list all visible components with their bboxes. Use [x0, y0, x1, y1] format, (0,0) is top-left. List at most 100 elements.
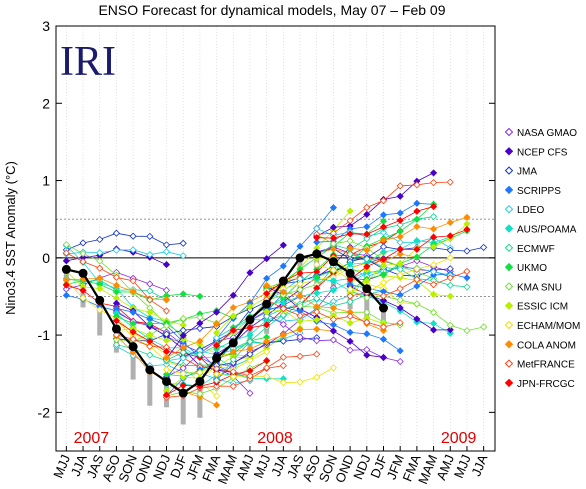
- model-forecast-point: [396, 271, 404, 279]
- model-forecast-point: [446, 292, 454, 300]
- model-forecast-point: [146, 251, 154, 259]
- model-forecast-point: [346, 328, 354, 336]
- chart-grid: [66, 26, 484, 451]
- plot-frame: [55, 25, 496, 452]
- model-forecast-point: [112, 317, 120, 325]
- model-forecast-point: [363, 255, 371, 263]
- model-forecast-point: [446, 218, 454, 227]
- legend-label: UKMO: [517, 263, 547, 274]
- model-forecast-line: [350, 216, 468, 251]
- model-forecast-point: [96, 257, 104, 265]
- model-forecast-point: [313, 294, 321, 303]
- model-forecast-point: [346, 319, 354, 327]
- year-label: 2009: [441, 430, 477, 447]
- model-forecast-line: [266, 286, 384, 358]
- observed-point: [195, 376, 205, 386]
- model-forecast-point: [263, 357, 271, 365]
- model-forecast-point: [246, 303, 254, 311]
- model-forecast-point: [179, 239, 187, 247]
- model-forecast-point: [446, 274, 454, 282]
- model-forecast-point: [313, 373, 321, 381]
- model-forecast-point: [430, 261, 438, 269]
- model-forecast-point: [229, 291, 237, 299]
- model-forecast-point: [196, 319, 204, 327]
- model-forecast-point: [413, 181, 421, 189]
- y-tick-label: 1: [42, 173, 50, 189]
- legend-marker: [504, 340, 514, 349]
- model-forecast-point: [413, 237, 421, 245]
- model-forecast-point: [329, 304, 337, 312]
- observed-point: [78, 268, 88, 278]
- model-forecast-point: [179, 348, 187, 356]
- model-forecast-line: [166, 244, 284, 360]
- model-forecast-point: [146, 308, 154, 316]
- model-forecast-point: [79, 250, 87, 258]
- model-forecast-point: [62, 249, 70, 257]
- model-forecast-point: [146, 337, 154, 345]
- model-forecast-point: [162, 261, 171, 269]
- model-forecast-point: [313, 308, 321, 316]
- model-forecast-point: [313, 350, 321, 358]
- model-forecast-point: [279, 337, 287, 345]
- observed-point: [162, 376, 172, 386]
- model-forecast-point: [313, 273, 321, 281]
- model-forecast-line: [316, 202, 434, 243]
- model-forecast-line: [350, 253, 467, 288]
- model-forecast-point: [112, 336, 120, 344]
- legend-label: COLA ANOM: [517, 340, 576, 351]
- model-forecast-point: [96, 284, 104, 293]
- model-forecast-point: [162, 295, 171, 304]
- model-forecast-point: [213, 329, 221, 337]
- model-forecast-point: [346, 346, 354, 354]
- model-forecast-point: [179, 344, 187, 352]
- chart-title: ENSO Forecast for dynamical models, May …: [98, 2, 445, 18]
- observed-point: [61, 264, 71, 274]
- legend-marker: [504, 320, 514, 330]
- model-forecast-point: [430, 202, 438, 211]
- model-forecast-point: [379, 223, 388, 231]
- model-forecast-point: [229, 348, 237, 356]
- model-forecast-point: [246, 350, 254, 358]
- model-forecast-point: [329, 234, 337, 242]
- model-forecast-point: [396, 260, 404, 268]
- model-forecast-point: [329, 336, 337, 344]
- model-forecast-point: [430, 281, 438, 289]
- observed-spread-bar: [180, 389, 186, 425]
- model-forecast-point: [446, 281, 454, 289]
- legend-marker: [504, 127, 514, 137]
- model-forecast-point: [396, 192, 404, 200]
- model-forecast-point: [446, 321, 454, 329]
- model-forecast-point: [229, 372, 237, 380]
- model-forecast-point: [229, 368, 237, 376]
- model-forecast-point: [379, 296, 388, 304]
- legend-label: SCRIPPS: [517, 186, 561, 197]
- model-forecast-point: [296, 292, 304, 300]
- model-forecast-point: [413, 253, 421, 261]
- model-forecast-point: [296, 269, 304, 277]
- model-forecast-point: [463, 267, 471, 276]
- legend-label: ESSIC ICM: [517, 302, 568, 313]
- model-forecast-point: [363, 203, 371, 212]
- model-forecast-point: [346, 292, 354, 300]
- model-forecast-point: [246, 337, 254, 346]
- year-label: 2008: [257, 430, 293, 447]
- model-forecast-point: [396, 304, 404, 312]
- y-tick-label: 0: [42, 250, 50, 266]
- model-forecast-point: [213, 401, 221, 409]
- model-forecast-point: [129, 232, 137, 240]
- model-forecast-plumes: [62, 169, 488, 409]
- model-forecast-point: [112, 341, 120, 349]
- model-forecast-point: [363, 223, 371, 231]
- model-forecast-point: [296, 352, 304, 360]
- legend-label: NASA GMAO: [517, 128, 577, 139]
- observed-point: [178, 388, 188, 398]
- model-forecast-point: [112, 246, 120, 254]
- model-forecast-point: [396, 216, 404, 224]
- year-labels: 2007 2008 2009: [74, 430, 477, 447]
- model-forecast-point: [79, 294, 87, 302]
- model-forecast-point: [112, 229, 120, 237]
- model-forecast-point: [346, 337, 354, 345]
- model-forecast-point: [263, 364, 271, 372]
- model-forecast-point: [413, 245, 421, 253]
- model-forecast-point: [446, 178, 454, 186]
